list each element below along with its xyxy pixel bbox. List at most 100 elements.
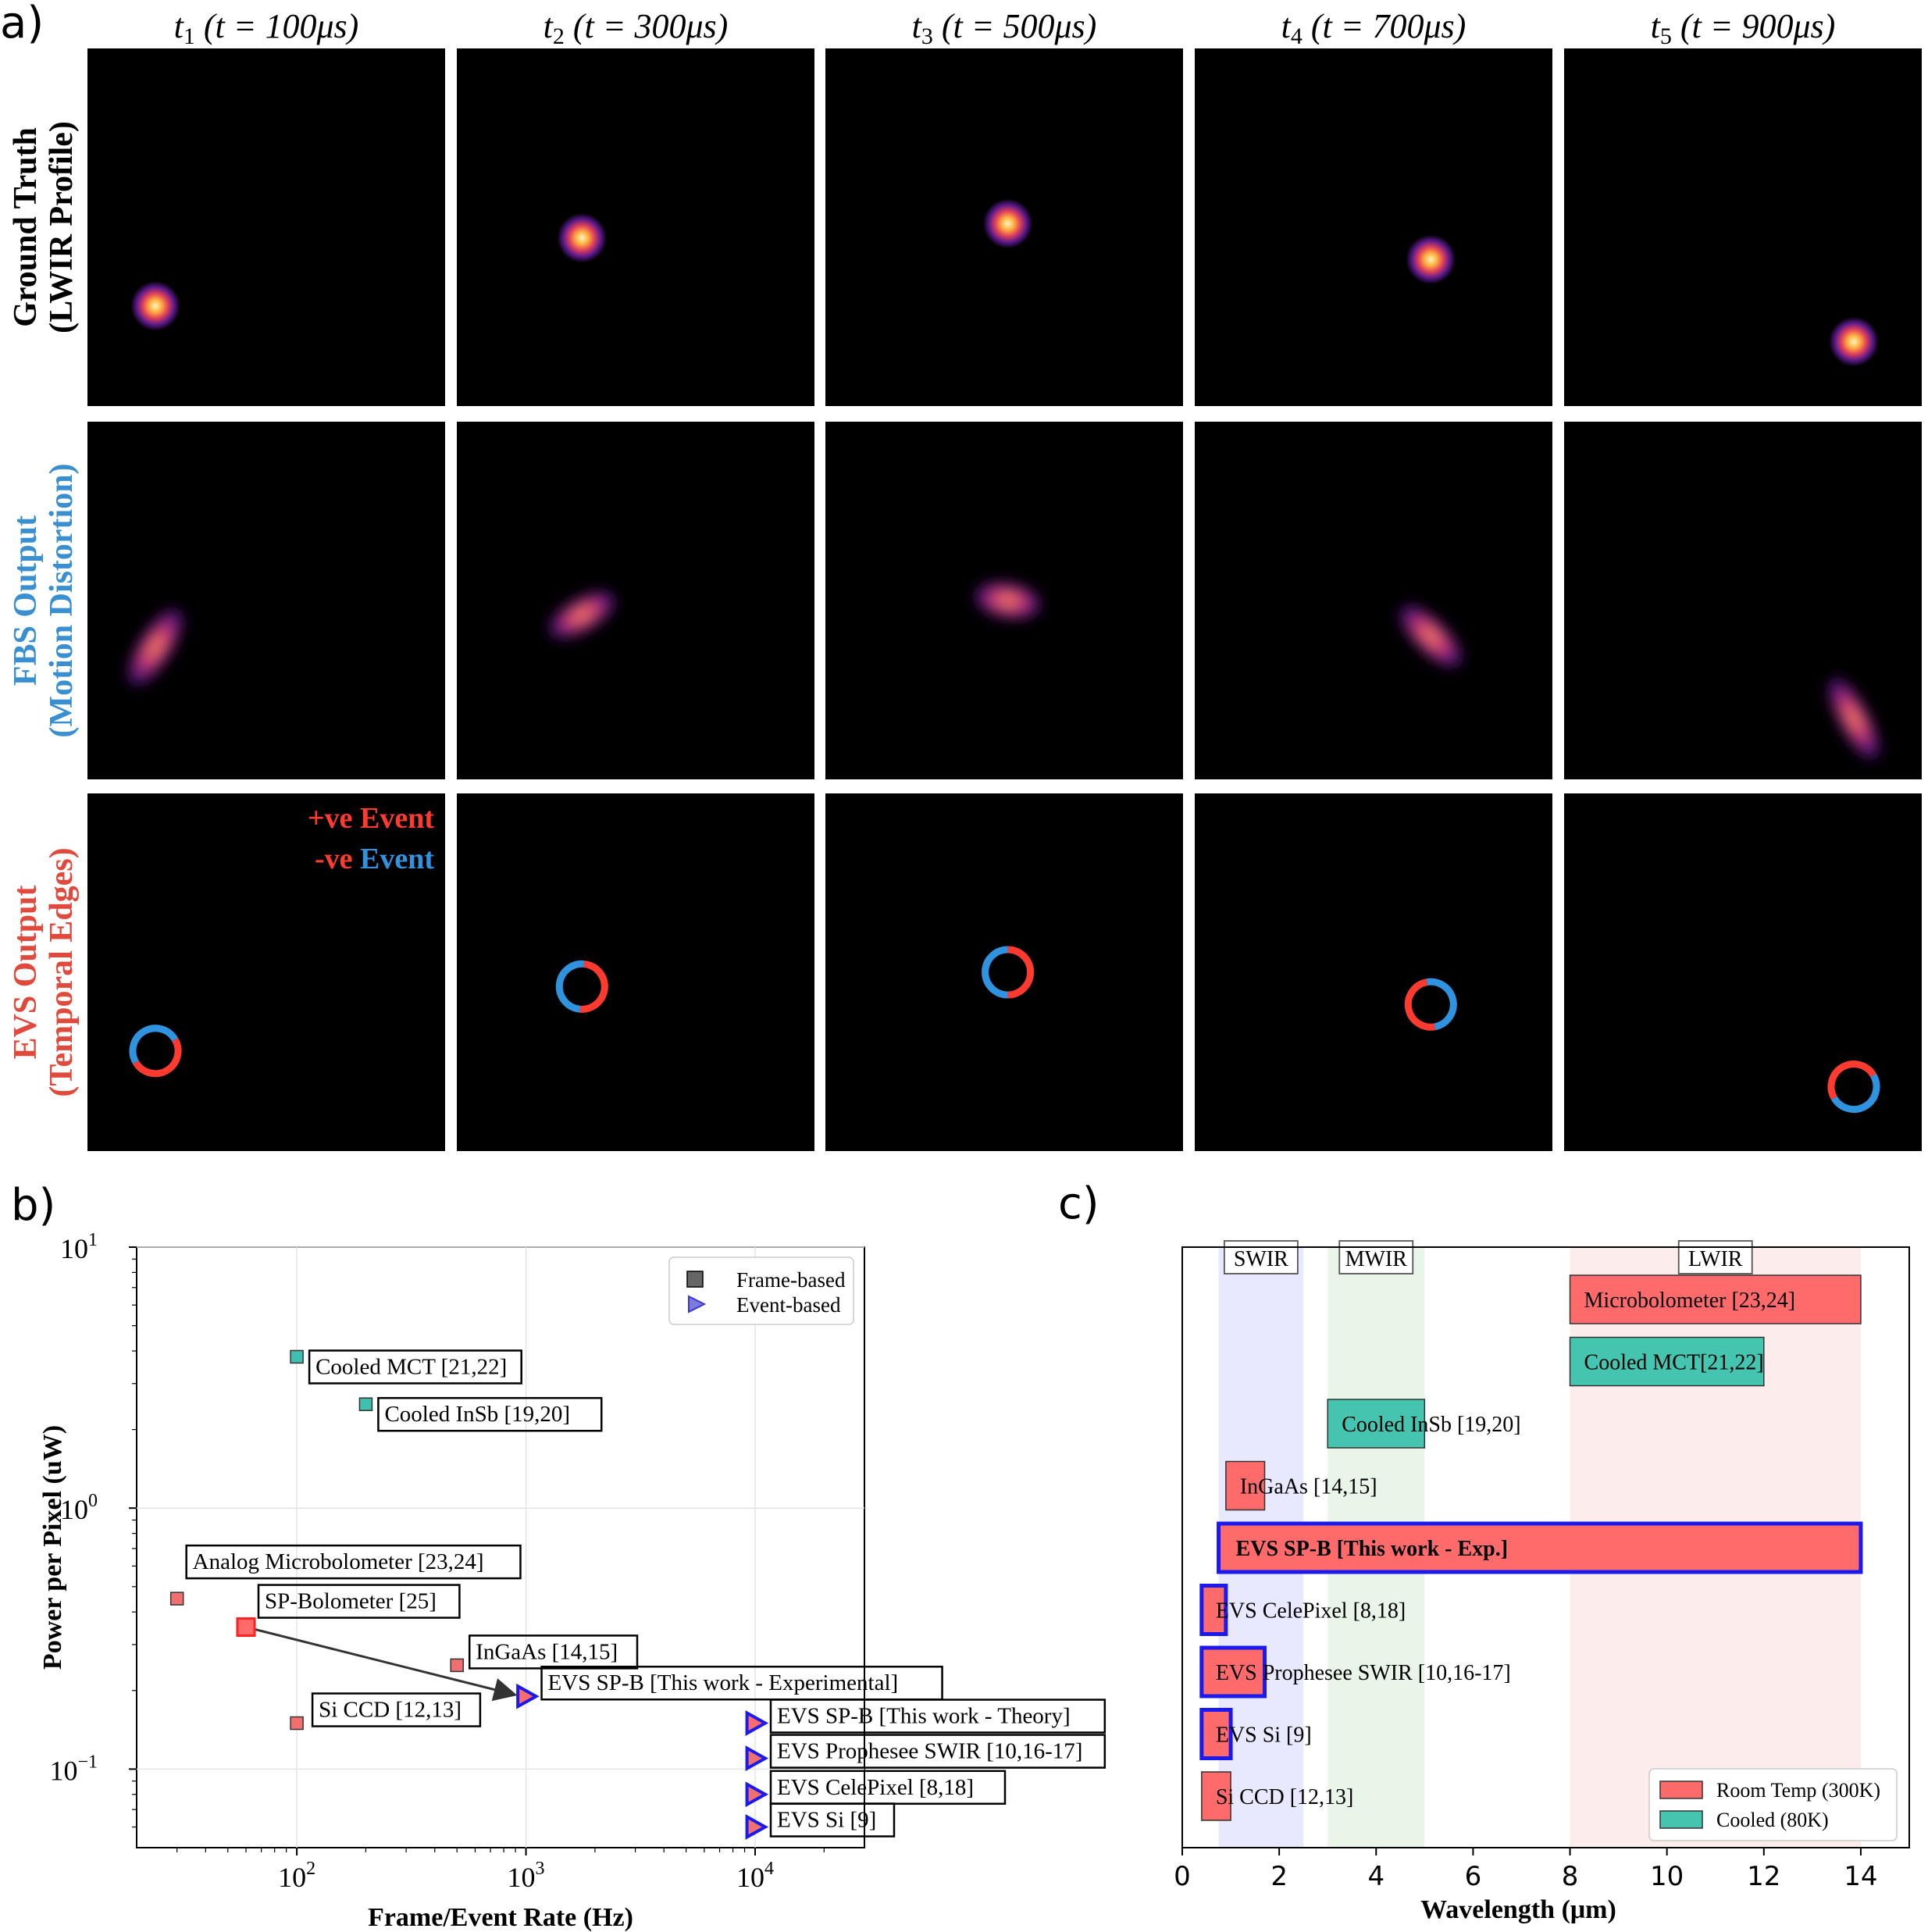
frame-based-point: [290, 1716, 304, 1731]
frame-based-point: [236, 1617, 256, 1638]
column-title: t2 (t = 300μs): [543, 7, 729, 49]
panel-b-label: b): [11, 1180, 55, 1231]
legend-label-frame: Frame-based: [736, 1268, 846, 1292]
event-ring: [1827, 1060, 1880, 1114]
negative-event-arc: [129, 1025, 179, 1064]
event-based-point: [745, 1814, 769, 1840]
point-label-box: [308, 1349, 522, 1385]
legend-label-event: Event-based: [736, 1293, 841, 1317]
image-tiles: [87, 48, 1922, 1151]
image-tile: [1195, 422, 1552, 779]
y-tick-label: 10−1: [49, 1752, 98, 1786]
wavelength-bar: [1569, 1274, 1862, 1324]
motion-blur-spot: [547, 590, 617, 640]
x-tick-label: 14: [1844, 1861, 1877, 1892]
legend-box: [1648, 1768, 1898, 1841]
source-spot: [557, 212, 608, 263]
x-tick-label: 0: [1174, 1861, 1191, 1892]
improvement-arrow: [245, 1626, 518, 1702]
wavelength-bar: [1569, 1336, 1765, 1387]
panel-c-plot-area: SWIR MWIR LWIR Microbolometer [23,24] Cooled…: [1174, 1240, 1910, 1924]
point-label: SP-Bolometer [25]: [265, 1589, 437, 1614]
panel-a-label: a): [0, 0, 44, 48]
column-title: t3 (t = 500μs): [912, 7, 1097, 49]
column-title: t4 (t = 700μs): [1281, 7, 1466, 49]
row-label-line1: FBS Output: [8, 515, 44, 686]
x-tick-label: 12: [1747, 1861, 1780, 1892]
positive-event-arc: [133, 1038, 182, 1078]
x-tick-label: 6: [1465, 1861, 1482, 1892]
image-tile: [87, 793, 445, 1151]
row-label: EVS Output (Temporal Edges): [8, 847, 80, 1096]
x-tick-label: 102: [278, 1859, 315, 1893]
negative-event-arc: [1830, 1073, 1880, 1114]
source-spot: [982, 198, 1033, 249]
event-based-point: [745, 1781, 769, 1808]
y-axis-label: Power per Pixel (uW): [38, 1425, 67, 1670]
positive-event-legend: +ve Event: [308, 802, 434, 835]
image-tile: [457, 48, 814, 406]
point-label-box: [769, 1699, 1107, 1734]
row-label-line1: EVS Output: [8, 886, 44, 1060]
event-ring: [129, 1025, 182, 1078]
positive-event-arc: [1007, 946, 1034, 999]
bar-label: Si CCD [12,13]: [1216, 1785, 1354, 1809]
wavelength-bar: [1217, 1521, 1863, 1574]
panel-c-wavelength-chart: c) SWIR MWIR LWIR Microbolometer [23,24] Coo…: [1058, 1178, 1910, 1924]
motion-blur-spot: [973, 581, 1043, 620]
row-label: Ground Truth (LWIR Profile): [8, 121, 80, 333]
frame-based-point: [450, 1658, 464, 1673]
row-label-line2: (Temporal Edges): [44, 847, 80, 1096]
x-tick-label: 103: [508, 1859, 545, 1893]
positive-event-arc: [1404, 978, 1436, 1031]
band-label: SWIR: [1234, 1247, 1288, 1271]
point-label: Cooled MCT [21,22]: [315, 1354, 507, 1379]
source-spot: [130, 280, 181, 331]
bar-label: InGaAs [14,15]: [1240, 1475, 1377, 1499]
frame-based-point: [169, 1592, 184, 1606]
legend-swatch: [1659, 1810, 1703, 1829]
event-based-point: [745, 1745, 769, 1771]
y-tick-label: 101: [60, 1230, 98, 1264]
legend-label: Room Temp (300K): [1716, 1779, 1880, 1802]
positive-event-arc: [579, 960, 608, 1013]
source-spot: [1828, 316, 1879, 367]
row-label: FBS Output (Motion Distortion): [8, 463, 80, 737]
point-label: EVS Prophesee SWIR [10,16-17]: [777, 1739, 1082, 1764]
image-tile: [87, 422, 445, 779]
row-label-line1: Ground Truth: [8, 127, 44, 327]
panel-a-image-grid: a) t1 (t = 100μs) t2 (t = 300μs) t3 (t = 5…: [0, 0, 1922, 1151]
source-spot: [1406, 234, 1456, 285]
legend-swatch: [1659, 1781, 1703, 1799]
row-label-line2: (Motion Distortion): [44, 463, 80, 737]
bar-label: EVS Si [9]: [1216, 1723, 1312, 1748]
legend-marker-frame: [686, 1271, 704, 1288]
wavelength-bar: [1199, 1584, 1228, 1636]
point-label-box: [185, 1544, 522, 1580]
image-tile: [457, 422, 814, 779]
point-label: EVS SP-B [This work - Theory]: [777, 1704, 1071, 1729]
point-label-box: [540, 1665, 943, 1701]
motion-blur-spot: [1826, 675, 1881, 762]
band-label: MWIR: [1345, 1247, 1408, 1271]
bar-label: Cooled MCT[21,22]: [1584, 1351, 1764, 1375]
wavelength-bar: [1199, 1645, 1267, 1699]
column-title: t1 (t = 100μs): [174, 7, 359, 49]
event-based-point: [745, 1710, 769, 1736]
point-label: EVS CelePixel [8,18]: [777, 1775, 974, 1800]
y-axis-label-group: Power per Pixel (uW): [38, 1425, 67, 1670]
point-label-box: [377, 1396, 603, 1432]
point-label-box: [468, 1634, 639, 1670]
image-tile: [1195, 793, 1552, 1151]
plot-frame: [1181, 1246, 1910, 1848]
row-label-line2: (LWIR Profile): [44, 121, 80, 333]
wavelength-bar: [1225, 1460, 1266, 1511]
frame-based-point: [358, 1397, 373, 1411]
legend-marker-event: [688, 1295, 707, 1314]
legend-label: Cooled (80K): [1716, 1809, 1829, 1831]
negative-event-arc: [555, 960, 585, 1013]
wavelength-bar: [1201, 1771, 1231, 1821]
panel-c-label: c): [1058, 1178, 1099, 1229]
